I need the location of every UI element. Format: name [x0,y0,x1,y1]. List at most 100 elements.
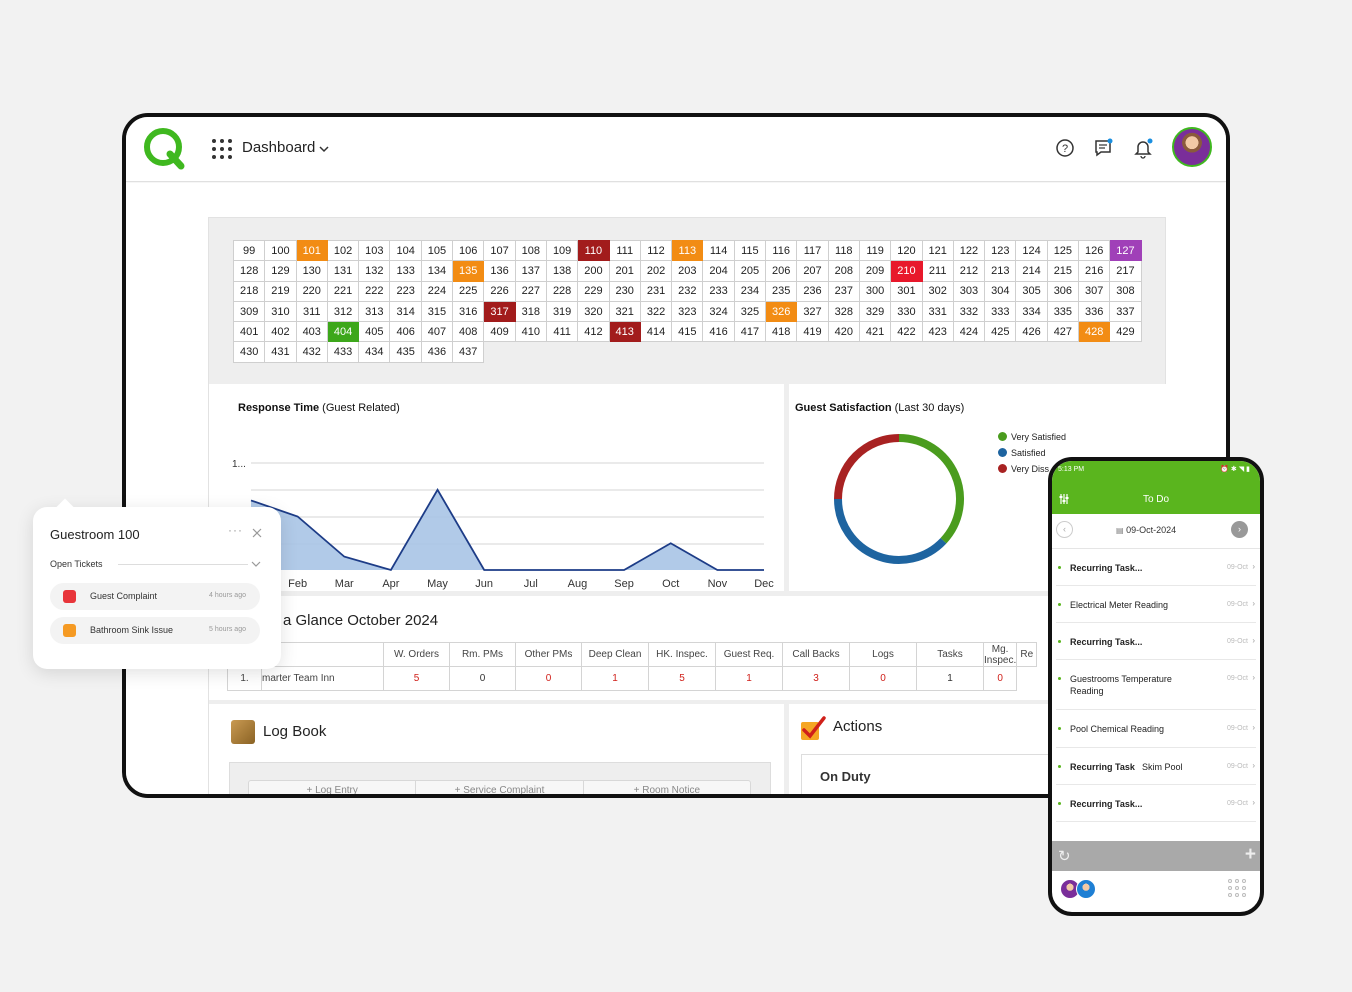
room-cell[interactable]: 136 [483,260,516,282]
room-cell[interactable]: 205 [733,260,767,282]
q-logo-icon[interactable] [142,126,186,170]
donut-slice[interactable] [898,434,964,544]
room-cell[interactable]: 309 [232,300,266,323]
room-cell[interactable]: 221 [326,280,360,302]
avatar[interactable] [1076,879,1096,899]
filter-sliders-icon[interactable] [1058,493,1070,505]
room-cell[interactable]: 301 [890,280,923,302]
room-cell[interactable]: 429 [1109,321,1142,343]
room-cell[interactable]: 409 [483,321,516,343]
room-cell[interactable]: 218 [232,280,266,302]
room-cell[interactable]: 100 [264,239,297,262]
room-cell[interactable]: 201 [608,260,641,282]
todo-item[interactable]: Guestrooms Temperature Reading 09-Oct › [1056,660,1256,710]
room-cell[interactable]: 322 [639,300,673,323]
glance-cell[interactable]: 5 [383,666,450,691]
todo-item[interactable]: Recurring Task... 09-Oct › [1056,549,1256,586]
room-cell[interactable]: 131 [326,260,360,282]
room-cell[interactable]: 430 [232,341,266,363]
room-cell[interactable]: 312 [326,300,360,323]
room-cell[interactable]: 223 [389,280,422,302]
room-cell[interactable]: 330 [890,300,923,323]
room-cell[interactable]: 237 [827,280,860,302]
room-cell[interactable]: 200 [577,260,610,282]
room-cell[interactable]: 114 [702,239,735,262]
room-cell[interactable]: 302 [921,280,954,302]
room-cell[interactable]: 204 [702,260,735,282]
room-cell[interactable]: 314 [389,300,422,323]
room-cell[interactable]: 336 [1078,300,1111,323]
room-cell[interactable]: 401 [232,321,266,343]
room-cell[interactable]: 311 [295,300,328,323]
room-cell[interactable]: 232 [671,280,704,302]
room-cell[interactable]: 412 [577,321,610,343]
more-icon[interactable]: ··· [228,523,243,537]
room-cell[interactable]: 420 [827,321,860,343]
room-cell[interactable]: 212 [952,260,986,282]
room-cell[interactable]: 215 [1046,260,1080,282]
glance-cell[interactable]: 0 [515,666,582,691]
room-cell[interactable]: 203 [671,260,704,282]
room-cell[interactable]: 120 [890,239,923,262]
room-cell[interactable]: 318 [514,300,547,323]
room-cell[interactable]: 213 [984,260,1017,282]
bell-icon[interactable] [1132,137,1154,159]
room-cell[interactable]: 308 [1109,280,1142,302]
room-cell[interactable]: 103 [358,239,391,262]
room-cell[interactable]: 327 [796,300,829,323]
room-cell[interactable]: 316 [452,300,485,323]
ticket-bathroom-sink[interactable]: Bathroom Sink Issue 5 hours ago [50,617,260,644]
room-cell[interactable]: 416 [702,321,735,343]
room-cell[interactable]: 133 [389,260,422,282]
room-cell[interactable]: 307 [1078,280,1111,302]
room-cell[interactable]: 305 [1015,280,1048,302]
room-cell[interactable]: 109 [545,239,579,262]
donut-slice[interactable] [834,434,900,500]
room-cell[interactable]: 320 [577,300,610,323]
room-cell[interactable]: 111 [608,239,641,262]
todo-item[interactable]: Electrical Meter Reading 09-Oct › [1056,586,1256,623]
room-cell[interactable]: 324 [702,300,735,323]
glance-cell[interactable]: 0 [449,666,516,691]
room-cell[interactable]: 431 [264,341,297,363]
room-cell[interactable]: 317 [483,300,516,323]
add-icon[interactable]: + [1244,844,1256,865]
glance-cell[interactable]: 5 [648,666,716,691]
room-cell[interactable]: 138 [545,260,579,282]
room-cell[interactable]: 130 [295,260,328,282]
room-cell[interactable]: 135 [452,260,485,282]
room-cell[interactable]: 436 [420,341,454,363]
room-cell[interactable]: 315 [420,300,454,323]
room-cell[interactable]: 132 [358,260,391,282]
room-cell[interactable]: 128 [232,260,266,282]
room-cell[interactable]: 329 [858,300,892,323]
room-cell[interactable]: 229 [577,280,610,302]
room-cell[interactable]: 118 [827,239,860,262]
room-cell[interactable]: 405 [358,321,391,343]
room-cell[interactable]: 222 [358,280,391,302]
room-cell[interactable]: 115 [733,239,767,262]
room-cell[interactable]: 333 [984,300,1017,323]
room-cell[interactable]: 410 [514,321,547,343]
room-cell[interactable]: 129 [264,260,297,282]
todo-item[interactable]: Recurring Task Skim Pool 09-Oct › [1056,748,1256,785]
room-cell[interactable]: 208 [827,260,860,282]
room-cell[interactable]: 108 [514,239,547,262]
donut-slice[interactable] [834,498,947,564]
room-cell[interactable]: 112 [639,239,673,262]
prev-date-icon[interactable]: ‹ [1056,521,1073,538]
room-cell[interactable]: 414 [639,321,673,343]
room-cell[interactable]: 211 [921,260,954,282]
room-cell[interactable]: 326 [765,300,798,323]
room-cell[interactable]: 335 [1046,300,1080,323]
room-cell[interactable]: 119 [858,239,892,262]
room-cell[interactable]: 134 [420,260,454,282]
room-cell[interactable]: 224 [420,280,454,302]
close-icon[interactable] [252,528,262,538]
phone-date-label[interactable]: ▤ 09-Oct-2024 [1116,525,1177,535]
room-cell[interactable]: 419 [796,321,829,343]
room-cell[interactable]: 210 [890,260,923,282]
chevron-down-icon[interactable] [251,560,261,568]
room-cell[interactable]: 426 [1015,321,1048,343]
room-cell[interactable]: 113 [671,239,704,262]
